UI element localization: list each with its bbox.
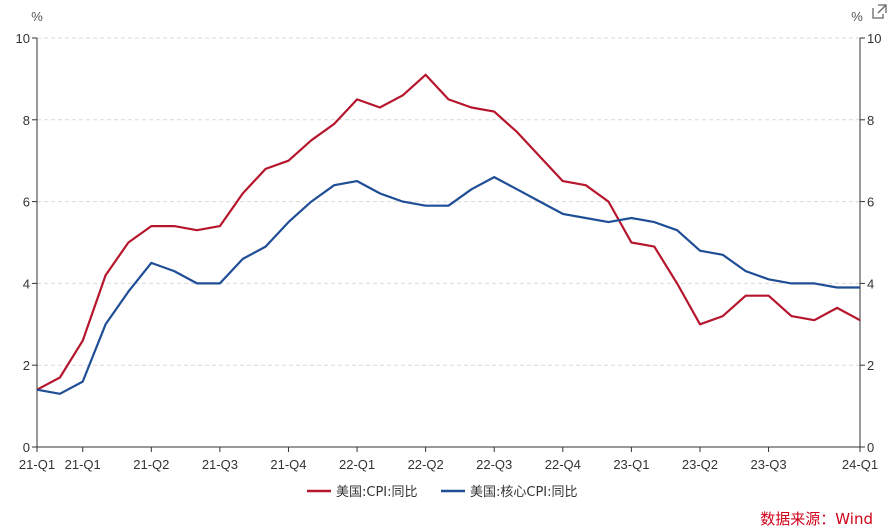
- y-tick-label-right: 4: [867, 276, 874, 291]
- axes: [32, 37, 865, 452]
- x-tick-label: 23-Q1: [613, 457, 649, 472]
- series-line-cpi: [36, 73, 861, 391]
- series-line-core-cpi: [36, 176, 860, 395]
- y-tick-label-left: 0: [23, 440, 30, 455]
- legend: 美国:CPI:同比 美国:核心CPI:同比: [307, 485, 578, 500]
- x-tick-label: 22-Q4: [545, 457, 581, 472]
- x-tick-label: 22-Q2: [408, 457, 444, 472]
- legend-label-cpi: 美国:CPI:同比: [336, 485, 418, 500]
- y-tick-labels: 0 0 2 2 4 4 6 6 8 8 10 10: [16, 31, 882, 455]
- y-tick-label-right: 0: [867, 440, 874, 455]
- y-tick-label-left: 8: [23, 113, 30, 128]
- x-tick-label: 21-Q4: [270, 457, 306, 472]
- y-tick-label-left: 6: [23, 195, 30, 210]
- y-tick-label-right: 8: [867, 113, 874, 128]
- x-tick-labels: 21-Q1 21-Q1 21-Q2 21-Q3 21-Q4 22-Q1 22-Q2 22-Q3…: [19, 457, 878, 472]
- y-tick-label-left: 2: [23, 358, 30, 373]
- x-tick-label: 21-Q3: [202, 457, 238, 472]
- x-tick-label: 21-Q1: [65, 457, 101, 472]
- legend-item-cpi[interactable]: 美国:CPI:同比: [307, 485, 418, 500]
- y-tick-label-right: 6: [867, 195, 874, 210]
- y-axis-left-unit: %: [31, 9, 43, 24]
- x-tick-label: 23-Q3: [750, 457, 786, 472]
- grid-lines: [37, 37, 860, 366]
- x-tick-label: 24-Q1: [842, 457, 878, 472]
- x-tick-label: 21-Q1: [19, 457, 55, 472]
- y-tick-label-right: 2: [867, 358, 874, 373]
- x-tick-label: 21-Q2: [133, 457, 169, 472]
- y-tick-label-left: 10: [16, 31, 30, 46]
- legend-label-core-cpi: 美国:核心CPI:同比: [470, 485, 578, 500]
- y-axis-right-unit: %: [851, 9, 863, 24]
- y-tick-label-right: 10: [867, 31, 881, 46]
- legend-item-core-cpi[interactable]: 美国:核心CPI:同比: [441, 485, 578, 500]
- export-icon[interactable]: [872, 4, 887, 19]
- series-lines: [36, 73, 861, 395]
- data-source-note: 数据来源：Wind: [760, 510, 873, 528]
- y-tick-label-left: 4: [23, 276, 30, 291]
- x-tick-label: 23-Q2: [682, 457, 718, 472]
- x-tick-label: 22-Q3: [476, 457, 512, 472]
- x-tick-label: 22-Q1: [339, 457, 375, 472]
